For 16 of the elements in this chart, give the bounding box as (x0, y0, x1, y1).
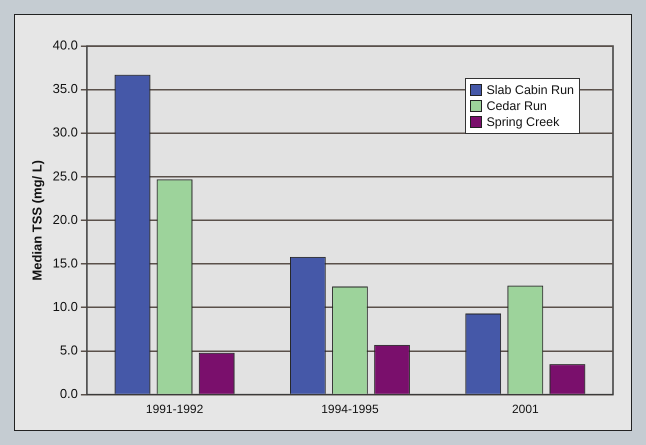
y-tick-label: 25.0 (52, 168, 78, 184)
legend-label: Spring Creek (486, 114, 560, 130)
y-tick-label: 35.0 (52, 81, 78, 96)
y-tick-label: 0.0 (60, 386, 78, 402)
x-tick-label: 1991-1992 (146, 402, 204, 416)
y-tick-label: 10.0 (52, 299, 78, 314)
y-tick-label: 5.0 (60, 342, 78, 358)
legend-label: Cedar Run (486, 98, 547, 114)
x-tick-label: 2001 (512, 402, 539, 416)
y-tick-label: 40.0 (52, 38, 78, 53)
y-tick-label: 15.0 (52, 255, 78, 270)
y-tick-label: 30.0 (52, 124, 78, 140)
x-tick-label: 1994-1995 (321, 402, 379, 416)
legend-label: Slab Cabin Run (486, 82, 574, 98)
y-axis-title: Median TSS (mg/ L) (29, 160, 44, 281)
y-tick-label: 20.0 (52, 212, 78, 227)
